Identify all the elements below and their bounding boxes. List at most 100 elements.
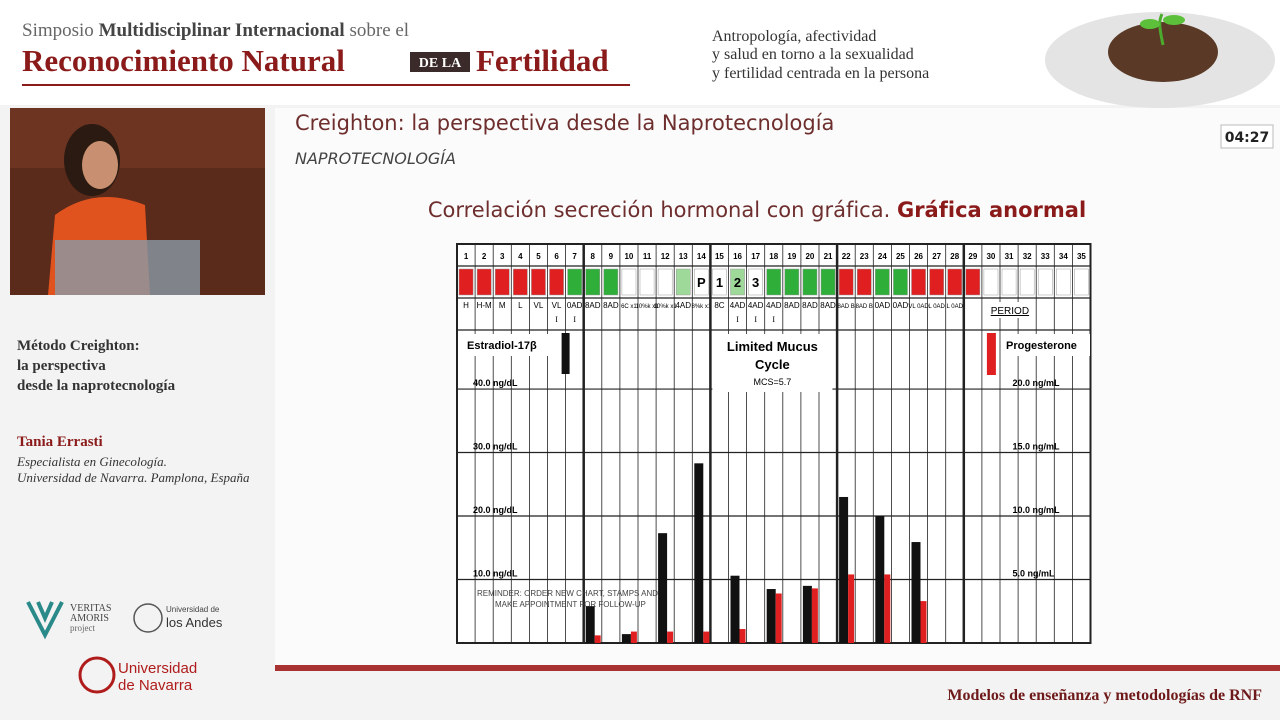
estradiol-bar [875,516,885,643]
day-number: 30 [986,252,995,261]
observation-code: 8AD [802,301,818,310]
progesterone-bar [884,574,891,643]
stamp [911,268,926,296]
timer-box [1220,124,1274,149]
day-number: 8 [591,252,596,261]
progesterone-bar [920,601,927,643]
observation-code: L 0AD [928,304,945,310]
day-number: 16 [733,252,742,261]
label-bg [985,302,1034,318]
estradiol-bar [658,533,668,643]
stamp [549,268,564,296]
observation-code: 0AD [893,301,909,310]
talk-title: la perspectiva [17,358,106,374]
video-wall [10,108,265,168]
stamp [567,268,582,296]
stamp [603,268,619,296]
estradiol-label: Estradiol-17β [467,340,537,352]
stamp-text: 1 [716,275,723,290]
day-number: 23 [860,252,869,261]
stamp [621,268,637,296]
progesterone-bar [667,631,674,643]
tagline: y salud en torno a la sexualidad [712,46,914,63]
day-number: 18 [769,252,778,261]
observation-code: 8AD B [837,304,854,310]
estradiol-key [561,333,570,374]
observation-code: L [518,301,523,310]
day-number: 32 [1023,252,1032,261]
slide-subtitle: NAPROTECNOLOGÍA [295,149,456,168]
observation-code: 4AD [730,301,746,310]
affiliation: Especialista en Ginecología. [16,454,167,469]
day-number: 10 [624,252,633,261]
progesterone-label: Progesterone [1006,340,1077,352]
stamp [983,268,999,296]
stamp [675,268,691,296]
stamp [802,268,818,296]
stamp [657,268,673,296]
day-number: 14 [697,252,706,261]
day-number: 21 [824,252,833,261]
observation-code: 8AD B [856,304,873,310]
day-number: 31 [1005,252,1014,261]
navarra-seal [78,656,116,694]
roman-mark: I [754,315,757,324]
observation-code: 4AD [766,301,782,310]
mcs-label: MCS=5.7 [754,377,792,387]
observation-code: VL [552,301,562,310]
observation-code: M [499,301,506,310]
stamp [893,268,908,296]
hands-image [1045,12,1275,108]
observation-code: 4AD [675,301,691,310]
day-number: 12 [661,252,670,261]
logo-veritas: AMORIS [70,613,109,624]
roman-mark: I [555,315,558,324]
stamp [458,268,474,296]
progesterone-bar [739,629,746,643]
day-number: 5 [536,252,541,261]
video-speaker-face [82,141,118,189]
stamp [856,268,872,296]
cycle-label: Cycle [755,357,790,372]
tagline: y fertilidad centrada en la persona [712,65,929,82]
estradiol-bar [766,589,776,643]
observation-code: 4AD [748,301,764,310]
header-bold: Multidisciplinar Internacional [99,20,345,41]
day-number: 3 [500,252,505,261]
logo-andes: los Andes [166,615,223,630]
progesterone-key [986,333,996,375]
period-label: PERIOD [991,306,1029,317]
video-lectern [55,240,200,295]
header-prefix: Simposio [22,20,94,41]
observation-code: 8%k x1 [692,304,712,310]
veritas-icon [26,601,64,640]
talk-title: Método Creighton: [17,338,140,354]
day-number: 9 [609,252,614,261]
observation-code: 0AD [875,301,891,310]
day-number: 4 [518,252,523,261]
day-number: 17 [751,252,760,261]
observation-code: 6C x1 [621,304,637,310]
footer: Modelos de enseñanza y metodologías de R… [947,687,1262,704]
day-number: 28 [950,252,959,261]
day-number: 11 [643,252,652,261]
day-number: 13 [679,252,688,261]
progesterone-bar [775,593,782,643]
stamp [531,268,546,296]
stamp [712,268,727,296]
left-tick-label: 40.0 ng/dL [473,378,518,388]
day-number: 24 [878,252,887,261]
stamp-text: 2 [734,275,741,290]
header-line1: Simposio Multidisciplinar Internacional … [22,20,409,41]
talk-title: desde la naprotecnología [17,378,176,394]
observation-code: VL 0AD [908,304,929,310]
stamp-text: P [697,275,706,290]
observation-code: H [463,301,469,310]
progesterone-bar [703,631,710,643]
day-number: 15 [715,252,724,261]
stamp [838,268,854,296]
logo-andes: Universidad de [166,605,220,614]
reminder: MAKE APPOINTMENT FOR FOLLOW-UP [495,600,646,609]
stamp [513,268,528,296]
